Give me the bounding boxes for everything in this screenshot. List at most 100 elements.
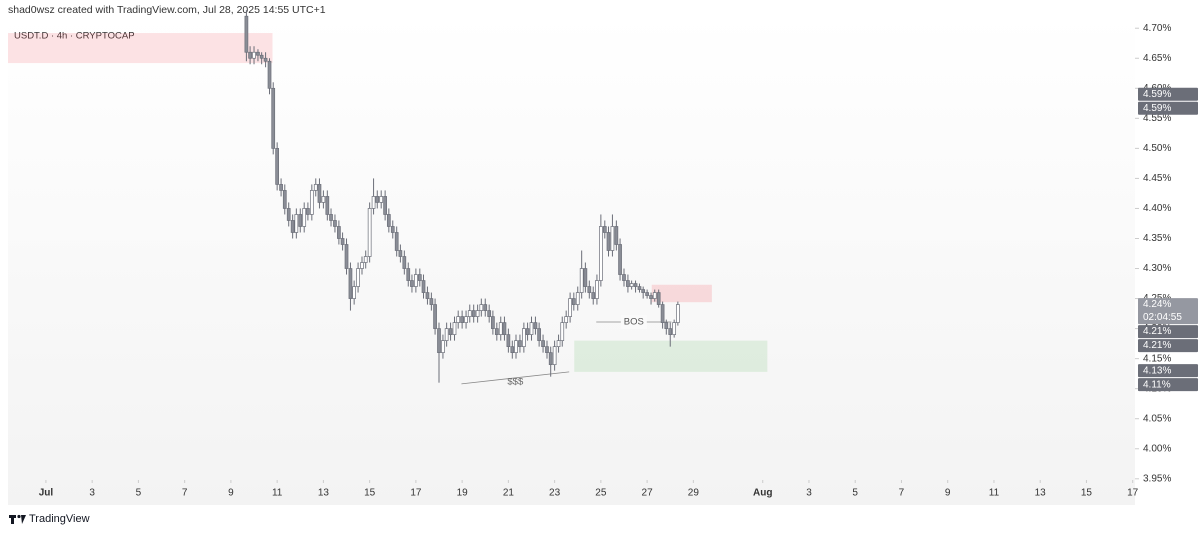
x-tick-label: 21 [503, 488, 515, 499]
candle-body [325, 196, 330, 215]
y-tick-label: 4.55% [1143, 113, 1171, 124]
candle-body [348, 268, 353, 299]
candle-body [379, 196, 384, 203]
x-tick-label: 23 [549, 488, 561, 499]
candle-body [652, 292, 657, 299]
x-tick-label: 17 [410, 488, 422, 499]
candle-body [406, 268, 411, 281]
candle-body [510, 346, 515, 353]
candle-body [386, 214, 391, 227]
price-label-box [1138, 378, 1198, 392]
x-tick-label: Jul [39, 488, 54, 499]
y-tick-label: 3.95% [1143, 473, 1171, 484]
candle-body [417, 274, 422, 281]
x-tick-label: 19 [457, 488, 469, 499]
candle-body [656, 292, 661, 305]
y-tick-label: 4.40% [1143, 203, 1171, 214]
brand-logo [9, 514, 26, 524]
candle-body [672, 322, 677, 335]
candle-body [252, 51, 256, 59]
candle-body [602, 226, 607, 233]
candle-body [394, 232, 399, 251]
price-label: 4.59% [1143, 89, 1171, 100]
candle-body [610, 226, 615, 251]
price-label: 4.59% [1143, 103, 1171, 114]
annotation-label-bg [620, 314, 647, 329]
candle-body [637, 286, 642, 290]
candle-body [556, 340, 561, 347]
candle-body [309, 190, 314, 215]
candle-body [533, 322, 538, 329]
candle-body [448, 328, 453, 335]
annotation-label: $$$ [507, 376, 524, 387]
candle-body [375, 196, 380, 203]
candle-body [564, 316, 569, 323]
x-tick-label: 7 [182, 488, 188, 499]
candle-body [660, 304, 665, 323]
y-tick-label: 4.00% [1143, 443, 1171, 454]
candle-body [525, 328, 530, 335]
y-tick-label: 4.45% [1143, 173, 1171, 184]
x-tick-label: 13 [318, 488, 330, 499]
price-label-box [1138, 298, 1198, 325]
candle-body [441, 340, 445, 353]
candle-body [333, 220, 337, 227]
candle-body [286, 208, 291, 221]
candle-body [340, 238, 345, 245]
annotation-line [461, 371, 570, 385]
candle-body [560, 322, 565, 341]
x-tick-label: 27 [642, 488, 654, 499]
candle-body [575, 292, 580, 305]
candle-body [271, 87, 276, 149]
x-tick-label: 7 [899, 488, 905, 499]
x-tick-label: 5 [136, 488, 142, 499]
x-tick-label: 5 [852, 488, 858, 499]
candle-body [626, 280, 630, 287]
candle-body [437, 328, 441, 353]
candle-body [275, 148, 279, 185]
candle-body [267, 60, 272, 89]
x-tick-label: 9 [228, 488, 234, 499]
candle-body [367, 208, 372, 257]
x-tick-label: 3 [89, 488, 95, 499]
candle-body [606, 232, 611, 251]
zone [574, 340, 768, 372]
candle-body [360, 262, 364, 269]
candle-body [402, 256, 407, 269]
y-tick-label: 4.30% [1143, 263, 1171, 274]
candle-body [618, 244, 622, 275]
candle-body [452, 322, 457, 335]
candle-body [410, 280, 414, 287]
zone [8, 33, 273, 64]
candle-body [502, 322, 507, 335]
x-tick-label: 9 [945, 488, 951, 499]
candle-body [248, 51, 252, 59]
candle-body [491, 316, 495, 329]
symbol-title: USDT.D · 4h · CRYPTOCAP [14, 31, 135, 42]
brand: TradingView [29, 513, 90, 525]
candle-body [398, 250, 403, 257]
candle-body [568, 298, 572, 317]
candle-body [352, 286, 356, 299]
price-label-box [1138, 325, 1198, 339]
candle-body [522, 328, 526, 347]
candle-body [421, 280, 426, 293]
candle-body [363, 256, 368, 263]
annotation-label: BOS [624, 317, 644, 328]
x-tick-label: 11 [272, 488, 283, 499]
price-label: 4.13% [1143, 365, 1171, 376]
candle-body [548, 352, 553, 366]
candle-body [464, 316, 468, 323]
x-tick-label: 15 [364, 488, 376, 499]
candle-body [263, 57, 268, 62]
candle-body [479, 304, 484, 311]
candle-body [571, 298, 576, 305]
zone [651, 284, 712, 303]
candle-body [433, 304, 437, 329]
candle-body [541, 340, 545, 347]
candle-body [629, 283, 634, 287]
candle-body [483, 304, 488, 311]
candle-body [599, 226, 603, 281]
